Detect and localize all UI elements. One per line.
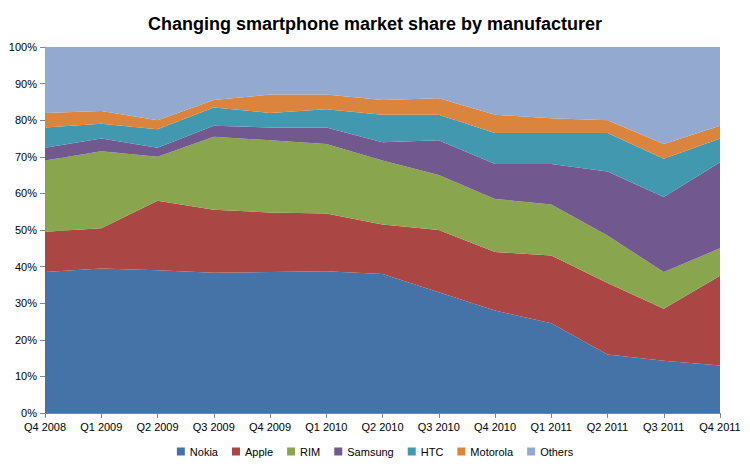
svg-text:90%: 90% [15, 78, 37, 90]
svg-text:Apple: Apple [245, 446, 273, 458]
svg-text:Nokia: Nokia [190, 446, 219, 458]
svg-text:0%: 0% [21, 407, 37, 419]
svg-text:Q2 2010: Q2 2010 [361, 421, 403, 433]
svg-text:Q1 2010: Q1 2010 [305, 421, 347, 433]
svg-text:Q4 2009: Q4 2009 [249, 421, 291, 433]
svg-text:Q4 2008: Q4 2008 [24, 421, 66, 433]
svg-text:Q1 2009: Q1 2009 [80, 421, 122, 433]
svg-text:Q3 2010: Q3 2010 [418, 421, 460, 433]
svg-text:RIM: RIM [300, 446, 320, 458]
svg-text:50%: 50% [15, 224, 37, 236]
svg-text:Others: Others [540, 446, 574, 458]
svg-text:70%: 70% [15, 151, 37, 163]
svg-text:Samsung: Samsung [347, 446, 393, 458]
svg-text:Q4 2011: Q4 2011 [699, 421, 740, 433]
svg-text:20%: 20% [15, 334, 37, 346]
svg-text:Q2 2009: Q2 2009 [136, 421, 178, 433]
svg-text:Q3 2009: Q3 2009 [193, 421, 235, 433]
svg-text:Q4 2010: Q4 2010 [474, 421, 516, 433]
svg-text:Q1 2011: Q1 2011 [531, 421, 572, 433]
svg-text:30%: 30% [15, 297, 37, 309]
svg-text:Q2 2011: Q2 2011 [587, 421, 628, 433]
svg-text:10%: 10% [15, 370, 37, 382]
svg-text:80%: 80% [15, 114, 37, 126]
svg-text:Changing smartphone market sha: Changing smartphone market share by manu… [148, 14, 602, 34]
svg-text:Q3 2011: Q3 2011 [643, 421, 684, 433]
svg-text:40%: 40% [15, 261, 37, 273]
svg-text:HTC: HTC [421, 446, 444, 458]
svg-text:Motorola: Motorola [470, 446, 514, 458]
svg-text:100%: 100% [9, 41, 37, 53]
svg-text:60%: 60% [15, 187, 37, 199]
